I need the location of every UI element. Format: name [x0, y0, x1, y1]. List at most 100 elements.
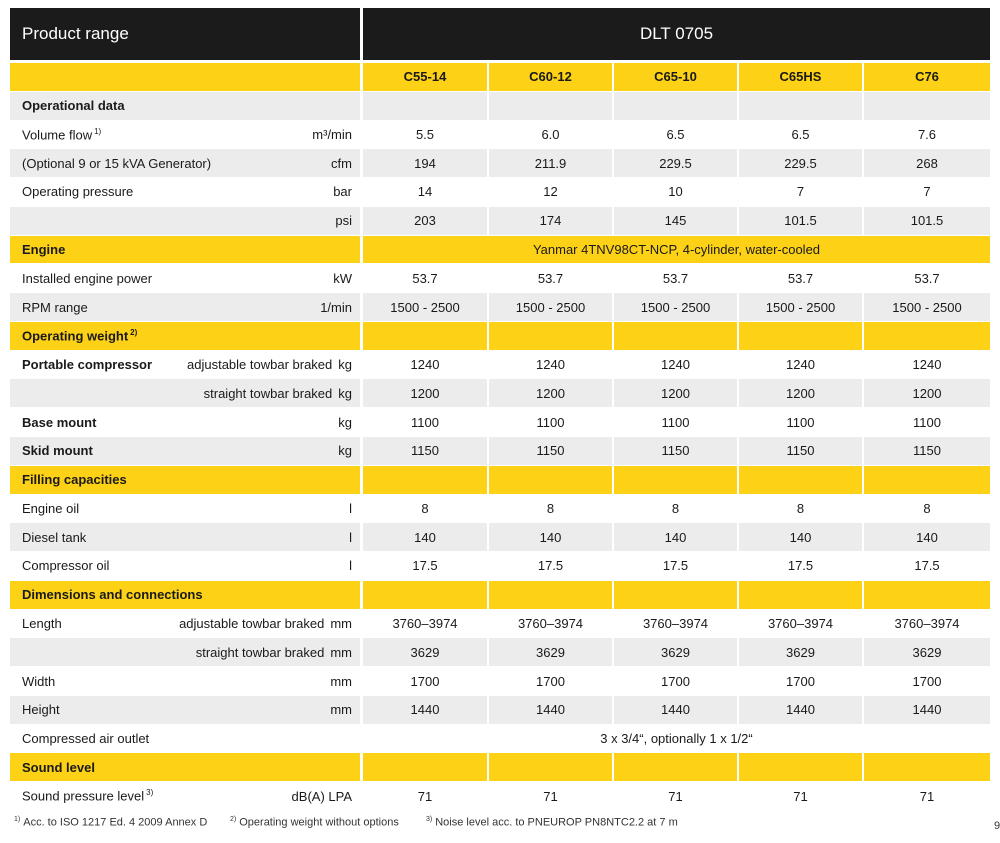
- label-group: Height: [22, 702, 330, 717]
- value-cell: 7: [923, 184, 931, 200]
- value-cell: 3760–3974: [767, 616, 834, 631]
- value-cell: 1240: [410, 357, 440, 373]
- label-group: Operating weight 2): [22, 328, 352, 343]
- value-cell: 1100: [786, 414, 815, 430]
- value-cell: [614, 321, 737, 350]
- value-cell: 1500 - 2500: [363, 293, 487, 321]
- label: Sound pressure level: [22, 788, 145, 804]
- row-label: Engine oil l: [10, 495, 360, 523]
- value-cell: 6.5: [791, 126, 810, 142]
- column-header: C65HS: [739, 63, 862, 91]
- row-label: Engine: [10, 235, 360, 264]
- row-label: Width mm: [10, 667, 360, 695]
- value-cell: 17.5: [914, 558, 940, 574]
- label: Volume flow: [22, 127, 93, 143]
- footnote: 1) Acc. to ISO 1217 Ed. 4 2009 Annex D: [12, 816, 207, 829]
- value-cell: [614, 580, 737, 609]
- value-cell: 3629: [864, 638, 990, 667]
- row-label: Operating pressure bar: [10, 178, 360, 206]
- label: Compressed air outlet: [22, 731, 150, 747]
- value-cell: 17.5: [412, 558, 438, 574]
- row-label: Portable compressor adjustable towbar bra…: [10, 351, 360, 379]
- footnote-mark: 2): [130, 328, 138, 338]
- value-cell: 1240: [786, 357, 815, 373]
- row-label: Operating weight 2): [10, 321, 360, 350]
- value-cell: 6.0: [541, 126, 560, 142]
- label-group: Volume flow 1): [22, 127, 312, 142]
- row-label: Diesel tank l: [10, 523, 360, 552]
- value-cell: 1100: [411, 414, 439, 430]
- value-cell: 3629: [614, 638, 737, 667]
- value-cell: 1200: [864, 379, 990, 408]
- value-cell: [614, 465, 737, 494]
- footnote-text: Noise level acc. to PNEUROP PN8NTC2.2 at…: [435, 816, 678, 829]
- value-cell: 140: [864, 523, 990, 552]
- label: Base mount: [22, 414, 97, 430]
- span-value: 3 x 3/4“, optionally 1 x 1/2“: [600, 731, 753, 747]
- label-group: Engine oil: [22, 501, 349, 516]
- label: Operational data: [22, 98, 125, 114]
- unit: kW: [333, 270, 352, 286]
- value-cell: [363, 753, 487, 782]
- label: RPM range: [22, 299, 88, 315]
- value-cell: 71: [668, 788, 683, 804]
- value-cell: [739, 753, 862, 782]
- row-label: Filling capacities: [10, 465, 360, 494]
- value-cell: 1240: [661, 357, 690, 373]
- label: Height: [22, 702, 60, 718]
- value-cell: 7: [796, 184, 805, 200]
- value-cell: 1500 - 2500: [489, 293, 612, 321]
- row-label: Compressor oil l: [10, 552, 360, 580]
- footnote: 2) Operating weight without options: [228, 816, 399, 829]
- footnote-text: Acc. to ISO 1217 Ed. 4 2009 Annex D: [23, 816, 208, 829]
- label: Engine oil: [22, 500, 80, 516]
- value-cell: 3629: [489, 638, 612, 667]
- value-cell: [739, 580, 862, 609]
- column-header: C65-10: [614, 63, 737, 91]
- label-group: Portable compressor: [22, 357, 187, 372]
- detail: straight towbar braked: [195, 644, 325, 660]
- row-label: [10, 63, 360, 91]
- value-cell: 3760–3974: [894, 616, 960, 631]
- label: Sound level: [22, 759, 95, 775]
- row-label: psi: [10, 206, 360, 235]
- value-cell: [739, 91, 862, 120]
- value-cell: 12: [543, 184, 558, 200]
- column-header: C60-12: [489, 63, 612, 91]
- value-cell: 1700: [536, 673, 565, 689]
- value-cell: 1200: [363, 379, 487, 408]
- value-cell: [614, 91, 737, 120]
- unit: psi: [335, 213, 352, 229]
- label: Operating weight: [22, 328, 129, 344]
- label-group: RPM range: [22, 300, 320, 315]
- label-group: Dimensions and connections: [22, 587, 352, 602]
- label-group: (Optional 9 or 15 kVA Generator): [22, 156, 331, 171]
- row-label: Dimensions and connections: [10, 580, 360, 609]
- row-label: Length adjustable towbar braked mm: [10, 610, 360, 638]
- label: Operating pressure: [22, 184, 134, 200]
- value-cell: 1500 - 2500: [864, 293, 990, 321]
- value-cell: 17.5: [662, 558, 689, 574]
- unit: cfm: [331, 155, 352, 171]
- value-cell: [864, 753, 990, 782]
- label: Engine: [22, 241, 66, 257]
- detail: adjustable towbar braked: [187, 357, 333, 373]
- value-cell: 53.7: [787, 270, 814, 286]
- value-cell: 3760–3974: [517, 616, 584, 631]
- footnote-mark: 3): [146, 788, 154, 798]
- value-cell: 6.5: [666, 126, 685, 142]
- value-cell: 1700: [661, 673, 690, 689]
- row-label: Base mount kg: [10, 408, 360, 436]
- unit: l: [349, 558, 352, 574]
- header-title: Product range: [10, 8, 360, 60]
- value-cell: [489, 465, 612, 494]
- label: Width: [22, 673, 56, 689]
- label: (Optional 9 or 15 kVA Generator): [22, 155, 212, 171]
- unit: dB(A) LPA: [291, 788, 352, 804]
- value-cell: [864, 580, 990, 609]
- label: Filling capacities: [22, 472, 127, 488]
- page-number: 9: [994, 820, 1000, 832]
- row-label: straight towbar braked mm: [10, 638, 360, 667]
- value-cell: 1700: [912, 673, 942, 689]
